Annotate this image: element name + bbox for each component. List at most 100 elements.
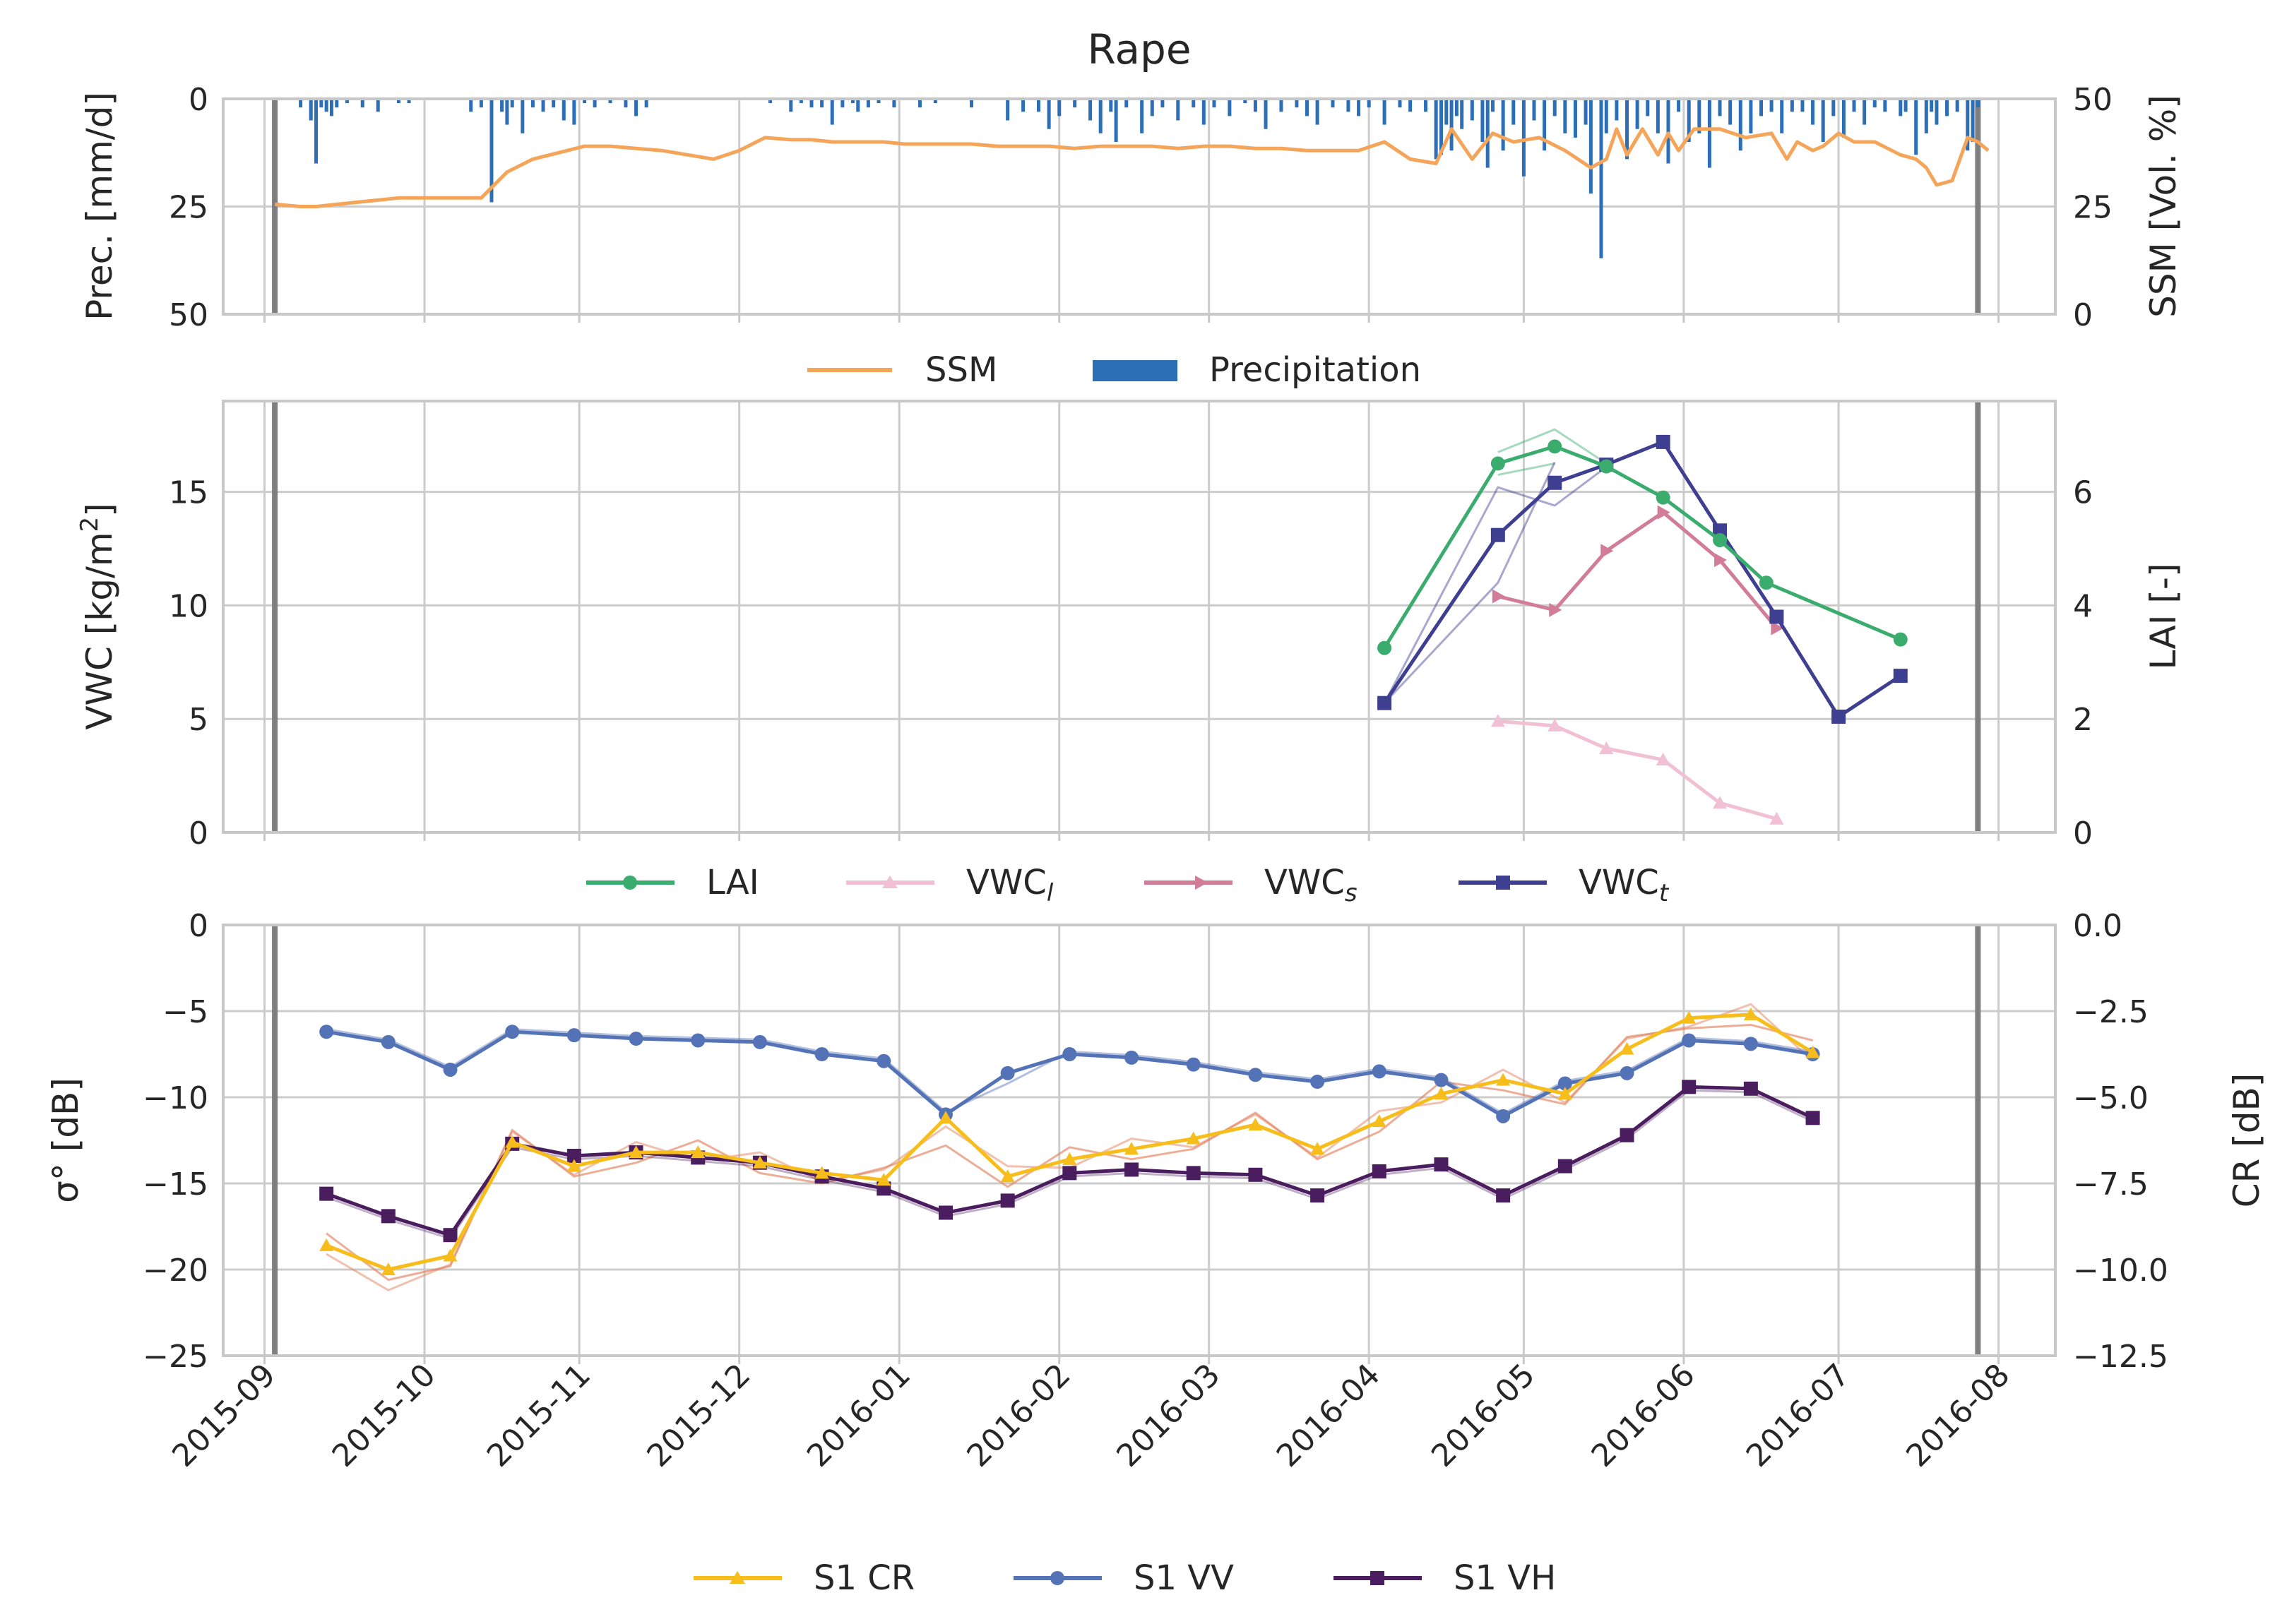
- precip-bar: [469, 99, 473, 112]
- precip-bar: [1574, 99, 1577, 138]
- precip-bar: [1151, 99, 1154, 116]
- precip-bar: [1584, 99, 1588, 125]
- panel1-legend: SSM Precipitation: [807, 350, 1421, 390]
- xtick-label-6: 2016-03: [1110, 1357, 1227, 1474]
- precip-bar: [500, 99, 504, 112]
- cr-point: [319, 1238, 333, 1251]
- precip-bar: [330, 99, 333, 116]
- vv-point: [691, 1033, 705, 1047]
- vv-point: [319, 1025, 333, 1039]
- precip-bar: [1677, 99, 1680, 112]
- vh-point: [1187, 1166, 1201, 1180]
- xtick-label-10: 2016-07: [1740, 1357, 1857, 1474]
- precip-bar: [1863, 99, 1866, 125]
- vv-point: [815, 1047, 829, 1061]
- precip-bar: [1021, 99, 1025, 112]
- vh-point: [1496, 1188, 1510, 1202]
- precip-bar: [1471, 99, 1474, 121]
- vv-point: [1434, 1073, 1448, 1087]
- vwc-lai-panel: 0510150246 VWC [kg/m2] LAI [-] LAI VWCl …: [76, 401, 2184, 907]
- xtick-label-3: 2015-12: [640, 1357, 757, 1474]
- precip-bar: [1853, 99, 1856, 112]
- panel2-ylabel-right: LAI [-]: [2143, 563, 2184, 670]
- vh-point: [1558, 1159, 1572, 1174]
- legend-vwct-marker: [1496, 876, 1510, 890]
- precip-bar: [1589, 99, 1593, 193]
- vh-point: [1062, 1166, 1076, 1180]
- precip-bar: [1728, 99, 1732, 125]
- vh-point: [1248, 1168, 1262, 1182]
- vv-point: [1372, 1064, 1386, 1078]
- p2-ytick-left-0: 0: [189, 816, 208, 852]
- precip-bar: [1202, 99, 1206, 125]
- vwct-point: [1656, 435, 1670, 449]
- xtick-label-7: 2016-04: [1270, 1357, 1387, 1474]
- precip-bar: [1047, 99, 1051, 129]
- p3-ytick-right-3: −5.0: [2073, 1080, 2149, 1116]
- precip-bar: [1450, 99, 1454, 150]
- vwct-line: [1384, 442, 1901, 717]
- precip-bar: [1971, 99, 1975, 142]
- vv-point: [1248, 1068, 1262, 1082]
- precip-bar: [572, 99, 576, 125]
- precip-bar: [789, 99, 792, 112]
- precip-bar: [1006, 99, 1009, 121]
- precip-bar: [1800, 99, 1804, 112]
- vv-orbit-line: [326, 1029, 1813, 1114]
- precip-bar: [1532, 99, 1535, 121]
- p3-ytick-right-0: −12.5: [2073, 1339, 2168, 1375]
- xtick-label-11: 2016-08: [1899, 1357, 2016, 1474]
- p3-ytick-left-4: −5: [162, 994, 208, 1030]
- p1-ytick-left-1: 25: [169, 190, 208, 226]
- p1-ytick-left-0: 0: [189, 82, 208, 118]
- panel3-ticks: −25 −20 −15 −10 −5 0 −12.5 −10.0 −7.5 −5.0 −2.5 0.0…: [143, 908, 2168, 1474]
- vh-point: [939, 1205, 953, 1219]
- precip-bar: [309, 99, 313, 121]
- precip-bar: [1930, 99, 1933, 112]
- vh-point: [1124, 1162, 1139, 1176]
- vwct-point: [1491, 528, 1505, 542]
- vh-point: [1806, 1111, 1820, 1125]
- legend-vwct-label: VWCt: [1579, 863, 1670, 907]
- p2-ytick-right-2: 4: [2073, 588, 2093, 624]
- panel3-legend: S1 CR S1 VV S1 VH: [694, 1558, 1556, 1598]
- vh-point: [1310, 1188, 1324, 1202]
- lai-point: [1656, 491, 1670, 505]
- p2-ytick-right-3: 6: [2073, 475, 2093, 511]
- precip-bar: [1904, 99, 1908, 112]
- p3-ytick-left-5: 0: [189, 908, 208, 944]
- xtick-label-2: 2015-11: [480, 1357, 598, 1474]
- lai-point: [1377, 641, 1391, 655]
- precip-bar: [1444, 99, 1448, 125]
- panel3-ylabel-right: CR [dB]: [2226, 1073, 2267, 1208]
- panel2-series: [275, 401, 1978, 832]
- legend-precip-label: Precipitation: [1209, 350, 1421, 390]
- vv-point: [505, 1025, 519, 1039]
- precip-bar: [1615, 99, 1618, 121]
- precip-bar: [1502, 99, 1505, 150]
- precip-bar: [1749, 99, 1752, 133]
- vh-point: [1001, 1193, 1015, 1207]
- vv-point: [1187, 1058, 1201, 1072]
- vh-point: [1620, 1128, 1634, 1142]
- precip-bar: [1739, 99, 1742, 150]
- legend-cr-label: S1 CR: [814, 1558, 915, 1598]
- precip-bar: [1176, 99, 1180, 121]
- vv-point: [753, 1035, 767, 1049]
- precip-bar: [1656, 99, 1660, 133]
- vv-point: [1744, 1037, 1758, 1051]
- p1-ytick-left-2: 50: [169, 297, 208, 333]
- ssm-line: [275, 129, 1988, 207]
- legend-vv-marker: [1050, 1571, 1064, 1585]
- precip-bar: [1956, 99, 1959, 112]
- precip-bar: [1599, 99, 1603, 258]
- precip-bar: [376, 99, 380, 112]
- precip-bar: [1945, 99, 1949, 116]
- lai-point: [1713, 533, 1727, 547]
- precip-bar: [1899, 99, 1902, 116]
- precip-bar: [1480, 99, 1484, 142]
- precip-bar: [1708, 99, 1711, 168]
- p1-ytick-right-2: 0: [2073, 297, 2093, 333]
- precip-ssm-panel: Rape 0255050250 Prec. [mm/d] SSM [Vol. %…: [79, 25, 2184, 390]
- p3-ytick-right-5: 0.0: [2073, 908, 2122, 944]
